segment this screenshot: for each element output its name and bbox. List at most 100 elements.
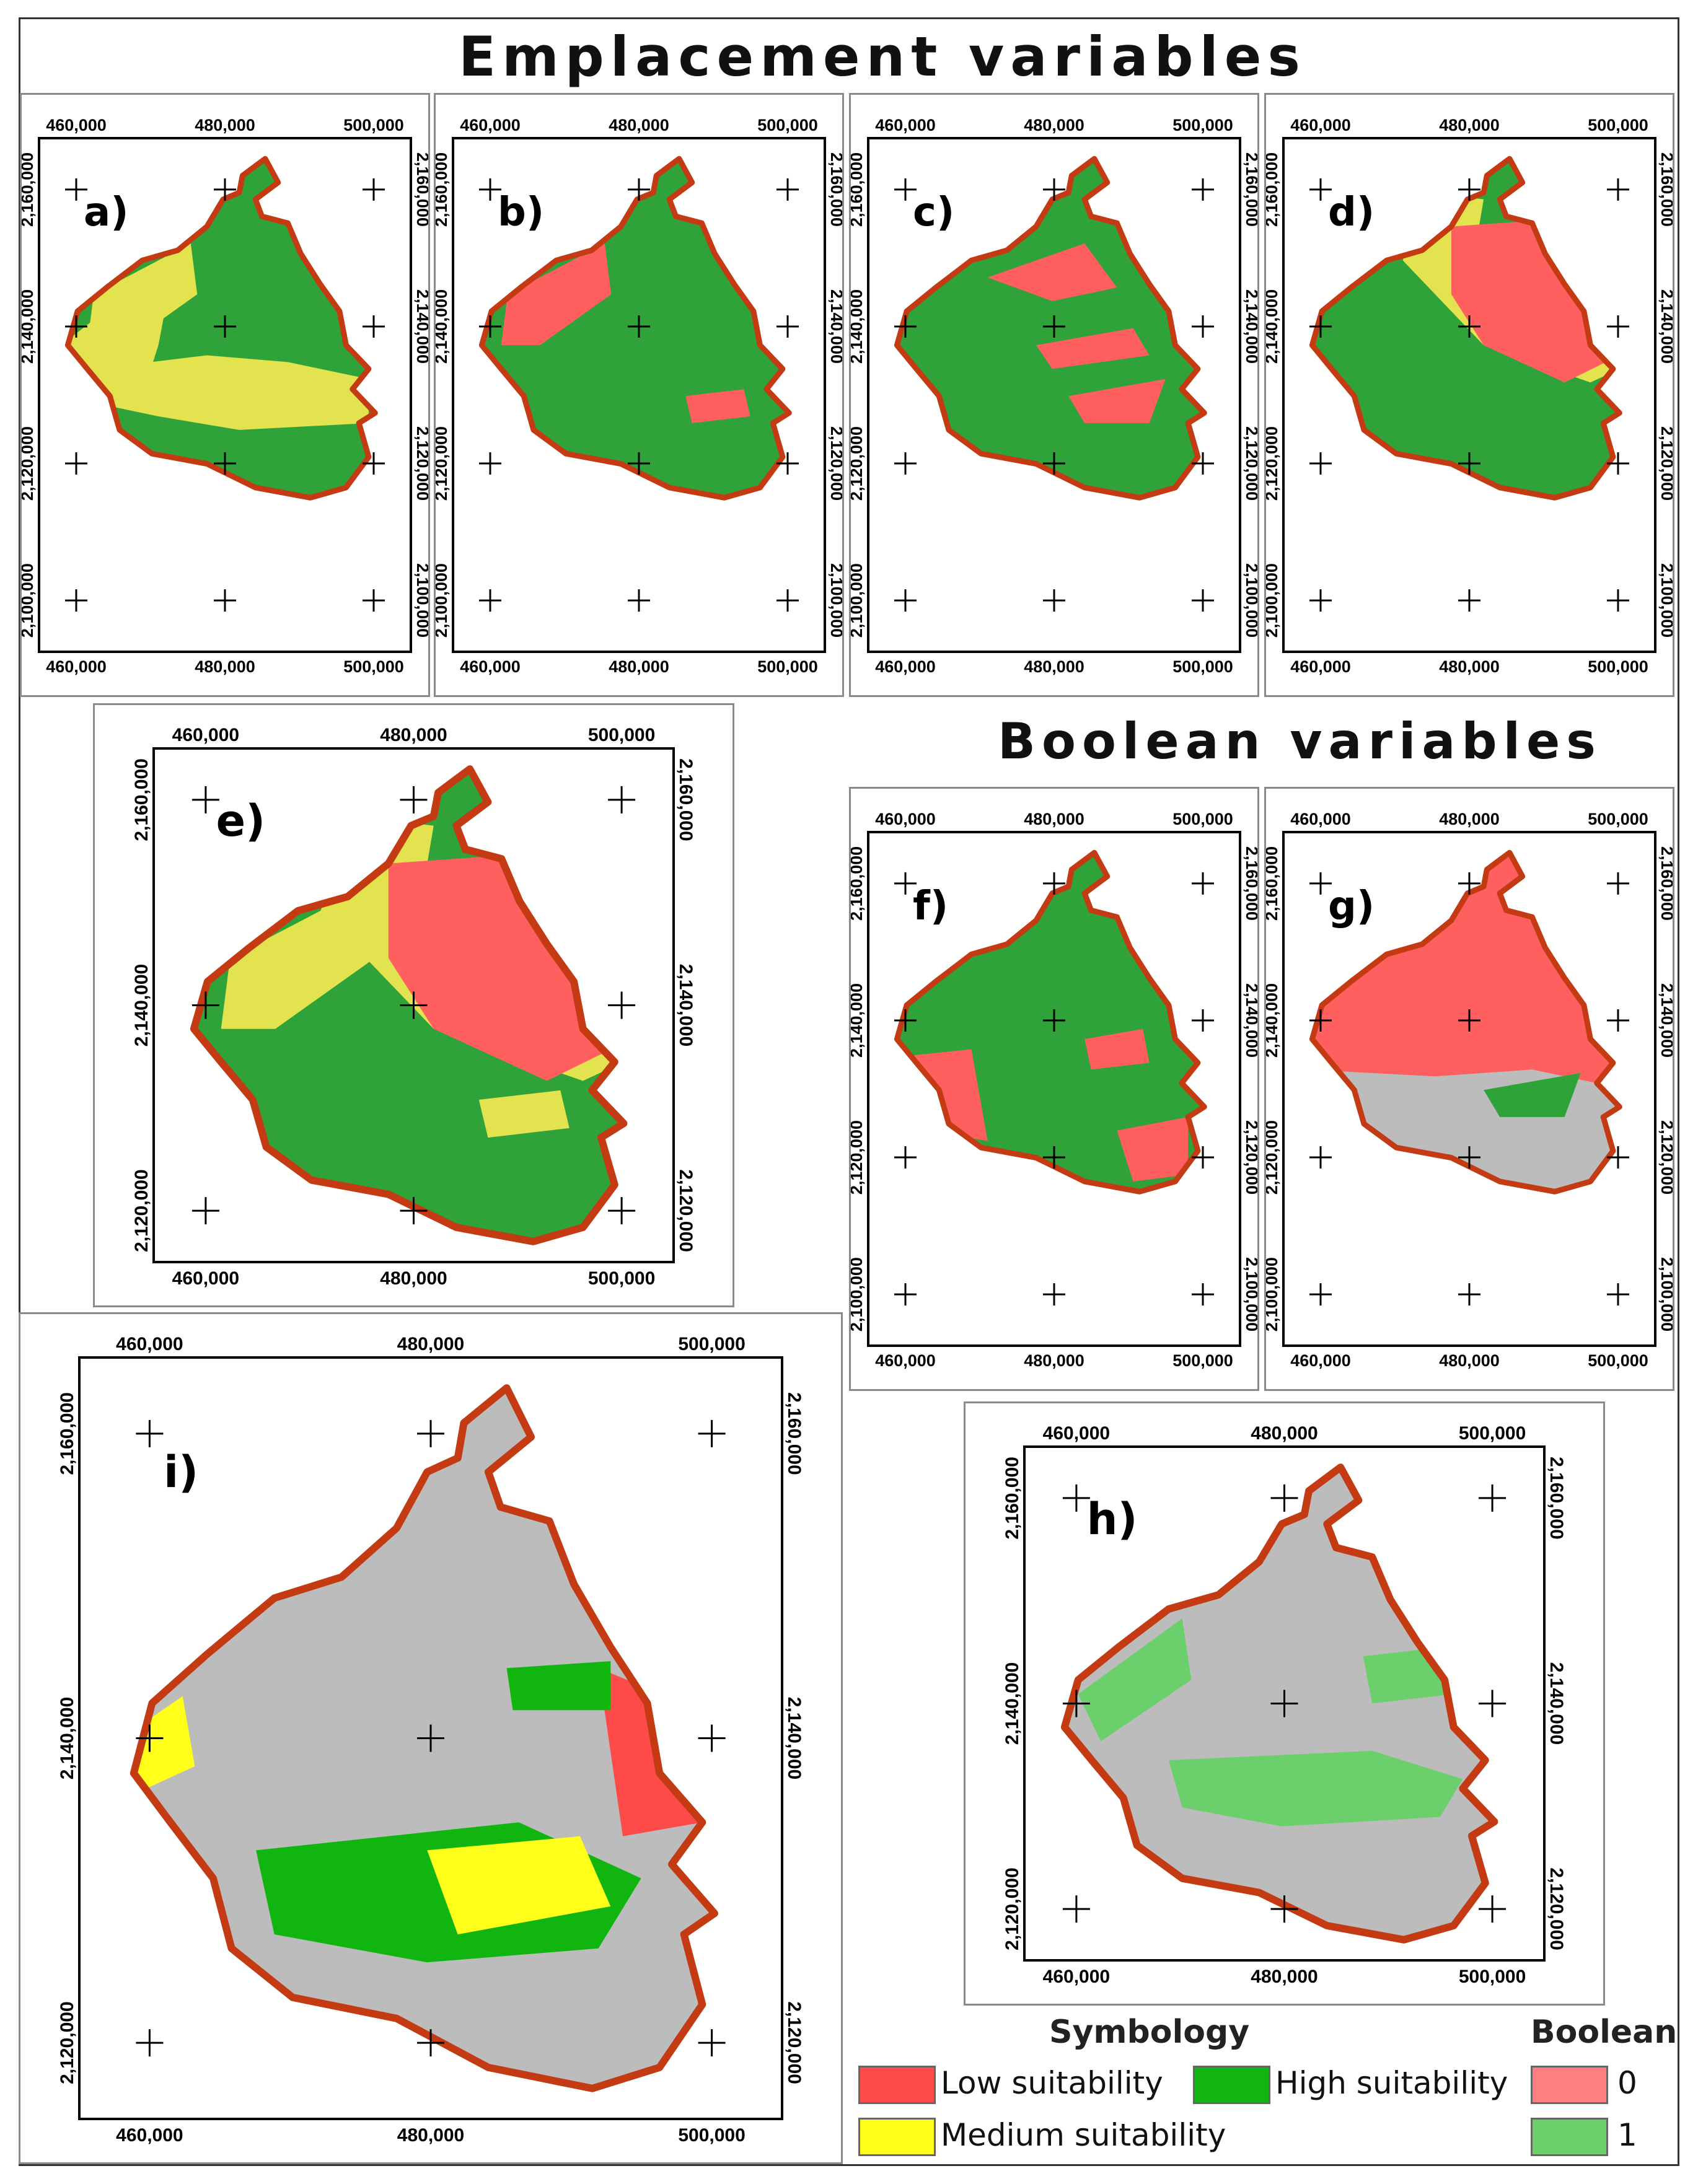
y-tick-label: 2,120,000	[131, 1169, 152, 1252]
grid-cross	[417, 1419, 444, 1447]
y-tick-label: 2,120,000	[851, 1120, 866, 1195]
map-zone	[1451, 219, 1620, 383]
y-tick-label: 2,160,000	[784, 1392, 804, 1475]
y-tick-label: 2,140,000	[1243, 983, 1257, 1058]
grid-cross	[400, 991, 428, 1019]
grid-cross	[136, 1419, 164, 1447]
grid-cross	[1192, 178, 1214, 201]
map-a: 460,000 460,000 480,000 480,000 500,000 500,0…	[22, 116, 428, 676]
map-fill-b	[482, 159, 790, 498]
x-tick-label: 500,000	[1588, 810, 1648, 828]
grid-cross	[1309, 1146, 1332, 1169]
grid-cross	[363, 178, 385, 201]
grid-cross	[1458, 589, 1480, 612]
y-tick-label: 2,140,000	[1243, 289, 1257, 364]
grid-cross	[628, 452, 650, 475]
map-fill-a	[68, 159, 376, 498]
grid-cross	[1043, 178, 1065, 201]
y-tick-label: 2,160,000	[1243, 152, 1257, 227]
map-zone	[987, 243, 1117, 301]
map-frame	[1023, 1445, 1546, 1962]
y-tick-label: 2,120,000	[784, 2001, 804, 2084]
grid-cross	[1062, 1895, 1090, 1923]
map-zone	[478, 1090, 570, 1138]
boundary-outline	[190, 765, 628, 1245]
panel-c: 460,000 460,000 480,000 480,000 500,000 500,0…	[849, 93, 1259, 697]
y-tick-label: 2,100,000	[436, 563, 451, 638]
grid-cross	[1043, 1146, 1065, 1169]
y-tick-label: 2,100,000	[1266, 563, 1281, 638]
x-tick-label: 480,000	[195, 657, 255, 676]
y-tick-label: 2,120,000	[1266, 1120, 1281, 1195]
y-tick-label: 2,120,000	[1658, 426, 1673, 501]
grid-cross	[1607, 1146, 1629, 1169]
grid-cross	[1192, 1009, 1214, 1032]
grid-cross	[776, 589, 799, 612]
grid-cross	[1458, 1283, 1480, 1306]
high-suitability-label: High suitability	[1275, 2065, 1508, 2101]
map-zone	[1078, 1618, 1192, 1742]
y-tick-label: 2,160,000	[675, 758, 696, 841]
grid-cross	[628, 589, 650, 612]
grid-cross	[1270, 1895, 1298, 1923]
panel-a: 460,000 460,000 480,000 480,000 500,000 500,0…	[20, 93, 430, 697]
x-tick-label: 500,000	[757, 657, 818, 676]
y-tick-label: 2,140,000	[1266, 289, 1281, 364]
x-tick-label: 460,000	[460, 657, 521, 676]
grid-cross	[1458, 452, 1480, 475]
y-tick-label: 2,120,000	[1266, 426, 1281, 501]
grid-cross	[65, 315, 87, 338]
x-tick-label: 480,000	[1251, 1423, 1317, 1444]
x-tick-label: 460,000	[1043, 1423, 1110, 1444]
y-tick-label: 2,120,000	[827, 426, 842, 501]
y-tick-label: 2,120,000	[851, 426, 866, 501]
panel-label-f: f)	[913, 884, 948, 929]
grid-cross	[1043, 315, 1065, 338]
x-tick-label: 500,000	[1459, 1423, 1526, 1444]
map-zone	[388, 854, 624, 1081]
grid-cross	[1479, 1484, 1507, 1512]
panel-b: 460,000 460,000 480,000 480,000 500,000 500,0…	[434, 93, 844, 697]
panel-label-e: e)	[216, 796, 265, 846]
medium-suitability-swatch	[858, 2118, 936, 2156]
x-tick-label: 460,000	[1290, 1351, 1351, 1370]
symbology-title: Symbology	[1049, 2014, 1250, 2051]
y-tick-label: 2,140,000	[675, 964, 696, 1046]
x-tick-label: 480,000	[1439, 1351, 1500, 1370]
y-tick-label: 2,140,000	[131, 964, 152, 1046]
y-tick-label: 2,100,000	[1658, 563, 1673, 638]
grid-cross	[1458, 1009, 1480, 1032]
boundary-outline	[478, 156, 792, 501]
y-tick-label: 2,160,000	[1546, 1457, 1567, 1539]
panel-e: 460,000 460,000 480,000 480,000 500,000 500,0…	[93, 703, 734, 1307]
map-frame	[452, 137, 826, 653]
map-frame	[78, 1356, 783, 2120]
map-frame	[38, 137, 412, 653]
map-fill-c	[897, 159, 1205, 498]
panel-label-a: a)	[84, 190, 128, 235]
grid-cross	[1309, 1009, 1332, 1032]
y-tick-label: 2,100,000	[827, 563, 842, 638]
y-tick-label: 2,100,000	[851, 1257, 866, 1331]
map-c: 460,000 460,000 480,000 480,000 500,000 500,0…	[851, 116, 1257, 676]
y-tick-label: 2,100,000	[1266, 1257, 1281, 1331]
y-tick-label: 2,160,000	[1266, 152, 1281, 227]
y-tick-label: 2,100,000	[1658, 1257, 1673, 1331]
grid-cross	[894, 315, 917, 338]
y-tick-label: 2,160,000	[1266, 846, 1281, 921]
grid-cross	[1062, 1690, 1090, 1717]
grid-cross	[479, 178, 501, 201]
grid-cross	[1043, 872, 1065, 895]
grid-cross	[65, 452, 87, 475]
map-zone	[1117, 1116, 1189, 1182]
grid-cross	[479, 452, 501, 475]
x-tick-label: 480,000	[380, 725, 447, 745]
grid-cross	[698, 1724, 726, 1752]
panel-h: 460,000 460,000 480,000 480,000 500,000 500,0…	[964, 1401, 1605, 2006]
y-tick-label: 2,120,000	[1002, 1867, 1023, 1950]
x-tick-label: 460,000	[116, 2125, 183, 2146]
y-tick-label: 2,160,000	[22, 152, 37, 227]
panel-f: 460,000 460,000 480,000 480,000 500,000 500,0…	[849, 787, 1259, 1391]
y-tick-label: 2,120,000	[1243, 426, 1257, 501]
x-tick-label: 460,000	[1043, 1967, 1110, 1987]
